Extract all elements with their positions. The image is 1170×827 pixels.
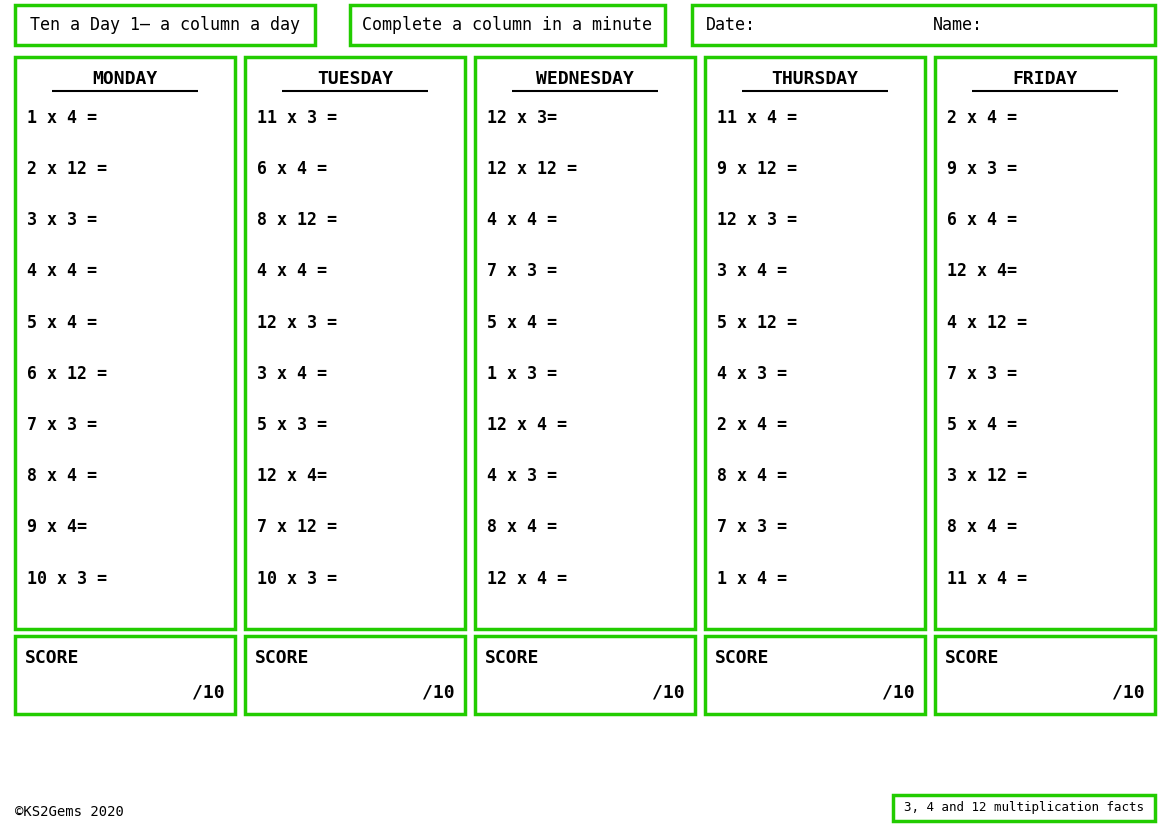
Text: 7 x 3 =: 7 x 3 = [947,365,1017,383]
Text: SCORE: SCORE [486,649,539,667]
Text: Date:: Date: [706,16,756,34]
Text: 5 x 3 =: 5 x 3 = [257,416,326,434]
Text: SCORE: SCORE [25,649,80,667]
Text: /10: /10 [653,683,684,701]
Text: 1 x 4 =: 1 x 4 = [27,109,97,127]
Text: 12 x 4 =: 12 x 4 = [487,570,567,588]
Text: 11 x 4 =: 11 x 4 = [947,570,1027,588]
Text: 1 x 3 =: 1 x 3 = [487,365,557,383]
Text: 12 x 3 =: 12 x 3 = [717,211,797,229]
Text: WEDNESDAY: WEDNESDAY [536,70,634,88]
Text: SCORE: SCORE [255,649,309,667]
Text: 12 x 3=: 12 x 3= [487,109,557,127]
Text: 11 x 3 =: 11 x 3 = [257,109,337,127]
Bar [475,57,695,629]
Text: /10: /10 [1113,683,1145,701]
Text: 4 x 4 =: 4 x 4 = [27,262,97,280]
Text: 4 x 12 =: 4 x 12 = [947,313,1027,332]
Text: 5 x 4 =: 5 x 4 = [27,313,97,332]
Text: 8 x 4 =: 8 x 4 = [487,519,557,537]
Text: MONDAY: MONDAY [92,70,158,88]
Text: 2 x 4 =: 2 x 4 = [947,109,1017,127]
Text: 8 x 4 =: 8 x 4 = [947,519,1017,537]
Text: 4 x 4 =: 4 x 4 = [487,211,557,229]
Text: 10 x 3 =: 10 x 3 = [257,570,337,588]
Text: 10 x 3 =: 10 x 3 = [27,570,106,588]
Text: 4 x 4 =: 4 x 4 = [257,262,326,280]
Text: 1 x 4 =: 1 x 4 = [717,570,787,588]
Bar [15,5,315,45]
Text: FRIDAY: FRIDAY [1012,70,1078,88]
Text: 6 x 4 =: 6 x 4 = [257,160,326,178]
Text: SCORE: SCORE [945,649,999,667]
Text: 2 x 4 =: 2 x 4 = [717,416,787,434]
Text: SCORE: SCORE [715,649,770,667]
Text: 12 x 4 =: 12 x 4 = [487,416,567,434]
Text: Complete a column in a minute: Complete a column in a minute [363,16,653,34]
Bar [935,57,1155,629]
Text: ©KS2Gems 2020: ©KS2Gems 2020 [15,805,124,819]
Text: 8 x 12 =: 8 x 12 = [257,211,337,229]
Text: 9 x 3 =: 9 x 3 = [947,160,1017,178]
Bar [893,795,1155,821]
Text: 7 x 3 =: 7 x 3 = [27,416,97,434]
Text: 5 x 4 =: 5 x 4 = [947,416,1017,434]
Text: 3 x 4 =: 3 x 4 = [717,262,787,280]
Text: 8 x 4 =: 8 x 4 = [27,467,97,485]
Text: 7 x 3 =: 7 x 3 = [487,262,557,280]
Text: 12 x 12 =: 12 x 12 = [487,160,577,178]
Text: 5 x 12 =: 5 x 12 = [717,313,797,332]
Text: Name:: Name: [932,16,983,34]
Text: /10: /10 [422,683,455,701]
Bar [15,57,235,629]
Bar [706,57,925,629]
Text: 2 x 12 =: 2 x 12 = [27,160,106,178]
Bar [935,636,1155,714]
Text: 7 x 12 =: 7 x 12 = [257,519,337,537]
Text: Ten a Day 1— a column a day: Ten a Day 1— a column a day [30,16,300,34]
Text: 4 x 3 =: 4 x 3 = [717,365,787,383]
Text: /10: /10 [882,683,915,701]
Text: 6 x 4 =: 6 x 4 = [947,211,1017,229]
Text: 5 x 4 =: 5 x 4 = [487,313,557,332]
Text: 3 x 3 =: 3 x 3 = [27,211,97,229]
Text: 3 x 12 =: 3 x 12 = [947,467,1027,485]
Text: TUESDAY: TUESDAY [317,70,393,88]
Text: 12 x 4=: 12 x 4= [257,467,326,485]
Bar [245,57,464,629]
Bar [475,636,695,714]
Text: THURSDAY: THURSDAY [771,70,859,88]
Text: 9 x 12 =: 9 x 12 = [717,160,797,178]
Text: 12 x 3 =: 12 x 3 = [257,313,337,332]
Bar [691,5,1155,45]
Text: /10: /10 [192,683,225,701]
Bar [245,636,464,714]
Text: 3 x 4 =: 3 x 4 = [257,365,326,383]
Text: 8 x 4 =: 8 x 4 = [717,467,787,485]
Bar [350,5,665,45]
Text: 6 x 12 =: 6 x 12 = [27,365,106,383]
Text: 12 x 4=: 12 x 4= [947,262,1017,280]
Text: 9 x 4=: 9 x 4= [27,519,87,537]
Bar [15,636,235,714]
Bar [706,636,925,714]
Text: 3, 4 and 12 multiplication facts: 3, 4 and 12 multiplication facts [904,801,1144,815]
Text: 4 x 3 =: 4 x 3 = [487,467,557,485]
Text: 7 x 3 =: 7 x 3 = [717,519,787,537]
Text: 11 x 4 =: 11 x 4 = [717,109,797,127]
